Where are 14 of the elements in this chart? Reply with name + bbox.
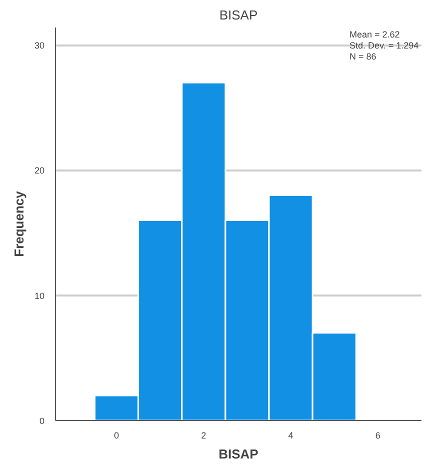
- x-axis-title: BISAP: [218, 446, 259, 462]
- y-tick-label: 20: [34, 166, 45, 176]
- y-axis-title: Frequency: [11, 190, 26, 257]
- x-tick-label: 6: [375, 430, 380, 440]
- annotation: Std. Dev. = 1.294: [350, 40, 419, 50]
- annotation: Mean = 2.62: [350, 30, 400, 40]
- y-tick-label: 30: [34, 40, 45, 51]
- y-tick-label: 0: [39, 416, 45, 426]
- y-tick-label: 10: [34, 290, 45, 301]
- annotation: N = 86: [350, 52, 376, 62]
- x-tick-label: 4: [288, 430, 294, 440]
- x-tick-label: 0: [114, 430, 120, 440]
- chart-title: BISAP: [219, 8, 258, 22]
- x-tick-label: 2: [201, 430, 206, 440]
